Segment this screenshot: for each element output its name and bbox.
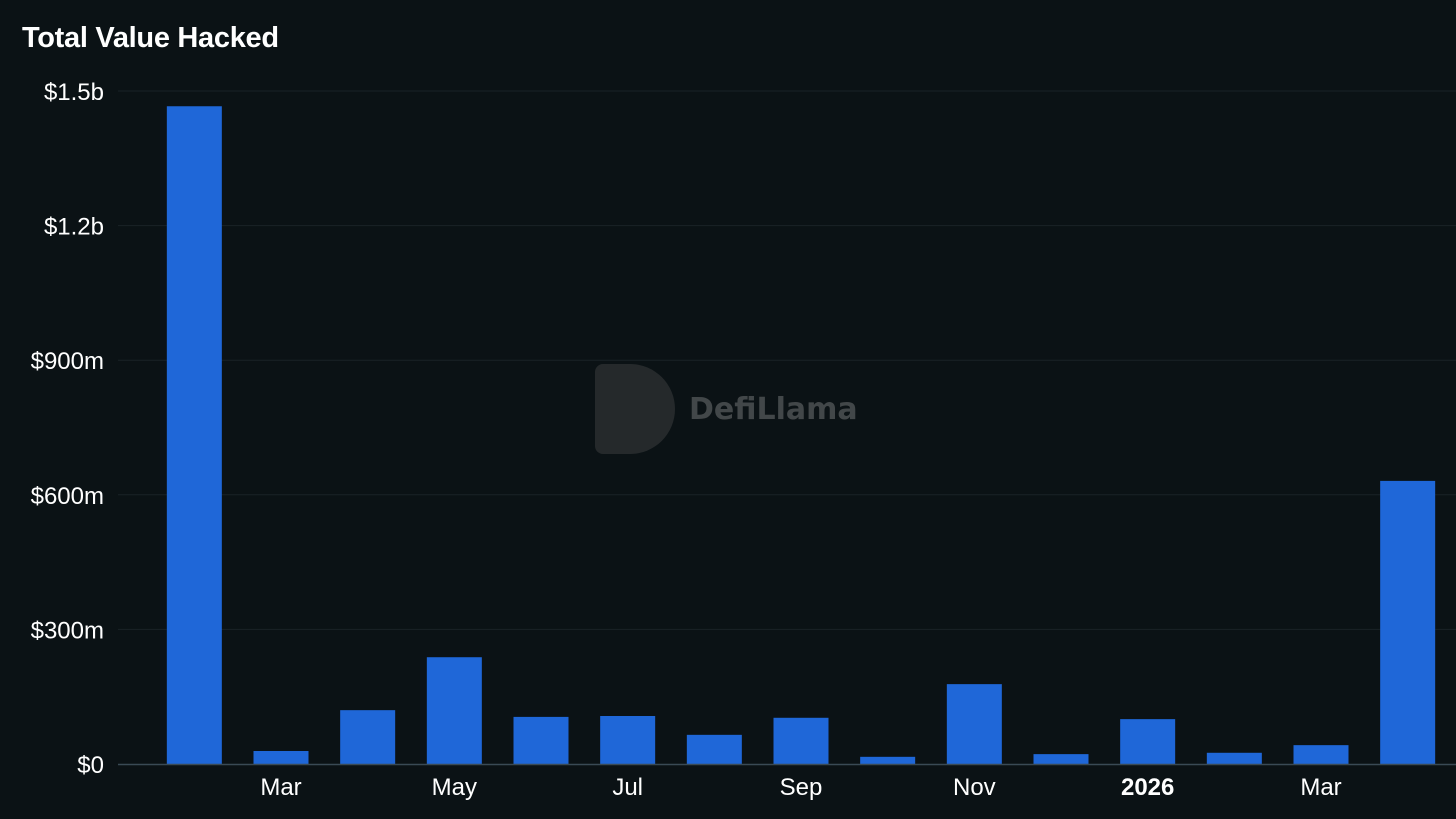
bar-2025-08 [686,734,742,764]
chart-title: Total Value Hacked [22,22,279,54]
x-tick-label: May [432,774,477,801]
bar-2026-04 [1380,480,1436,764]
bar-2025-11 [946,684,1002,764]
y-tick-label: $1.5b [44,79,104,106]
llama-logo-icon [595,364,675,454]
bar-2025-05 [426,657,482,764]
bar-2025-04 [340,710,396,764]
bar-2025-06 [513,716,569,764]
bar-2025-07 [600,715,656,764]
x-tick-label: Mar [260,774,301,801]
x-tick-label: Sep [780,774,823,801]
bar-2025-10 [860,756,916,764]
bar-2026-02 [1206,752,1262,764]
x-tick-label: Nov [953,774,996,801]
y-tick-label: $300m [31,617,104,644]
defillama-watermark: DefiLlama [595,364,858,454]
bar-2026-01 [1120,719,1176,764]
x-tick-label: Mar [1300,774,1341,801]
y-tick-label: $1.2b [44,214,104,241]
bar-2025-02 [166,106,222,765]
y-tick-label: $600m [31,483,104,510]
y-tick-label: $0 [77,752,104,779]
bar-2026-03 [1293,745,1349,764]
x-tick-label: 2026 [1121,774,1174,801]
bar-2025-03 [253,750,309,764]
watermark-text: DefiLlama [689,391,858,427]
y-tick-label: $900m [31,348,104,375]
x-tick-label: Jul [612,774,643,801]
bar-2025-12 [1033,754,1089,764]
bar-2025-09 [773,717,829,764]
